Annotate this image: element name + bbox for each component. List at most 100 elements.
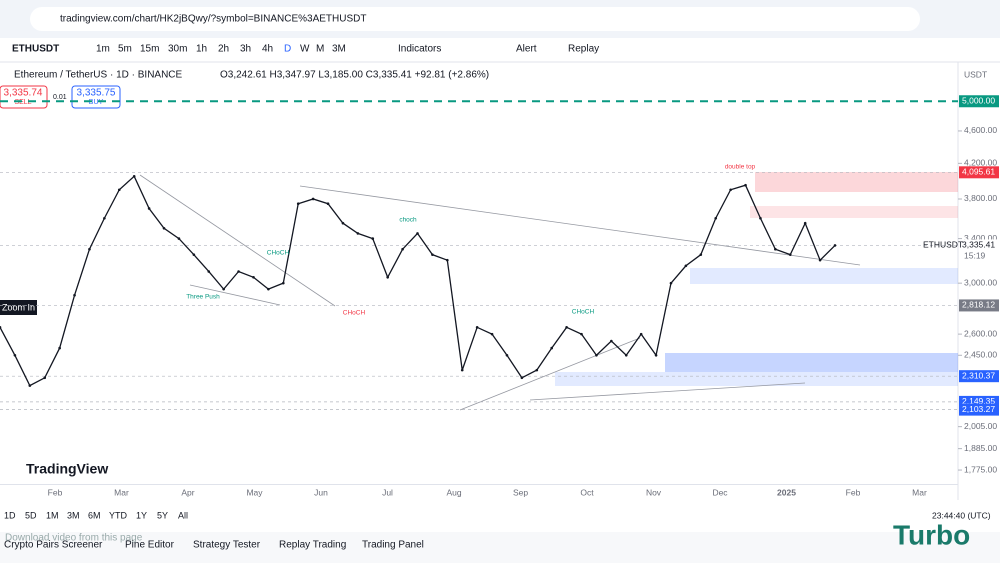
price-point bbox=[788, 253, 792, 256]
interval[interactable]: 1h bbox=[196, 44, 207, 55]
interval[interactable]: 2h bbox=[218, 44, 229, 55]
price-point bbox=[535, 368, 539, 372]
zoom-box[interactable] bbox=[0, 300, 37, 315]
interval[interactable]: 1m bbox=[96, 44, 110, 55]
watermark: Turbo bbox=[893, 519, 970, 550]
range-button[interactable]: YTD bbox=[109, 510, 128, 520]
bottom-tab[interactable]: Replay Trading bbox=[279, 540, 346, 551]
price-point bbox=[818, 258, 822, 262]
range-button[interactable]: 1D bbox=[4, 510, 16, 520]
trend-line bbox=[139, 174, 336, 307]
y-tick-label: 4,600.00 bbox=[964, 125, 997, 135]
bottom-tab[interactable]: Pine Editor bbox=[125, 540, 175, 551]
price-point bbox=[192, 253, 196, 256]
range-button[interactable]: All bbox=[178, 510, 188, 520]
annotation: CHoCH bbox=[343, 310, 366, 317]
range-button[interactable]: 3M bbox=[67, 510, 80, 520]
interval[interactable]: D bbox=[284, 44, 291, 55]
price-point bbox=[252, 275, 255, 279]
range-button[interactable]: 1Y bbox=[136, 510, 147, 520]
sell-price[interactable]: 3,335.74 bbox=[4, 88, 43, 99]
price-point bbox=[103, 216, 106, 220]
annotation: double top bbox=[725, 164, 756, 171]
price-point bbox=[416, 232, 419, 235]
price-point bbox=[654, 353, 658, 357]
y-tick-label: 2,600.00 bbox=[964, 328, 997, 338]
price-point bbox=[207, 270, 211, 273]
x-tick-label: Nov bbox=[646, 487, 662, 497]
overlay-text[interactable]: Download video from this page bbox=[5, 533, 143, 544]
price-point bbox=[431, 253, 434, 256]
price-point bbox=[43, 376, 47, 380]
time-axis-border bbox=[0, 484, 958, 485]
annotation: choch bbox=[399, 217, 417, 224]
interval[interactable]: 3M bbox=[332, 44, 346, 55]
price-point bbox=[296, 202, 300, 206]
sell-button[interactable] bbox=[0, 85, 48, 109]
bottom-tab[interactable]: Crypto Pairs Screener bbox=[4, 540, 103, 551]
buy-button[interactable] bbox=[71, 85, 121, 109]
price-point bbox=[759, 216, 762, 220]
price-point bbox=[610, 339, 613, 343]
bottom-tab[interactable]: Strategy Tester bbox=[193, 540, 261, 551]
price-point bbox=[282, 281, 285, 285]
price-tag-label: 3,335.41 bbox=[962, 240, 995, 250]
sell-label[interactable]: SELL bbox=[14, 99, 31, 106]
interval[interactable]: 5m bbox=[118, 44, 132, 55]
indicators[interactable]: Indicators bbox=[398, 44, 441, 55]
bottom-panel bbox=[0, 532, 1000, 563]
zone bbox=[750, 206, 958, 218]
url[interactable]: tradingview.com/chart/HK2jBQwy/?symbol=B… bbox=[60, 14, 366, 25]
price-point bbox=[326, 202, 330, 206]
price-point bbox=[744, 183, 747, 187]
price-point bbox=[267, 287, 270, 291]
x-tick-label: Jun bbox=[314, 487, 328, 497]
x-tick-label: Jul bbox=[382, 487, 393, 497]
interval[interactable]: 4h bbox=[262, 44, 273, 55]
price-point bbox=[147, 207, 151, 210]
buy-price[interactable]: 3,335.75 bbox=[77, 88, 116, 99]
interval[interactable]: 15m bbox=[140, 44, 159, 55]
interval[interactable]: W bbox=[300, 44, 310, 55]
range-button[interactable]: 6M bbox=[88, 510, 101, 520]
range-button[interactable]: 5Y bbox=[157, 510, 168, 520]
y-tick-label: 3,800.00 bbox=[964, 193, 997, 203]
zoom-in[interactable]: Zoom In bbox=[2, 302, 35, 312]
x-tick-label: Oct bbox=[580, 487, 594, 497]
trend-line bbox=[189, 284, 281, 306]
price-point bbox=[699, 253, 703, 256]
annotation: Three Push bbox=[186, 294, 220, 301]
price-point bbox=[580, 332, 583, 336]
url-box[interactable] bbox=[30, 7, 920, 31]
price-point bbox=[505, 353, 509, 357]
buy-label[interactable]: BUY bbox=[89, 99, 104, 106]
price-tag bbox=[959, 370, 999, 383]
replay[interactable]: Replay bbox=[568, 44, 599, 55]
interval[interactable]: 30m bbox=[168, 44, 187, 55]
interval[interactable]: 3h bbox=[240, 44, 251, 55]
price-point bbox=[117, 188, 121, 192]
bottom-tab[interactable]: Trading Panel bbox=[362, 540, 424, 551]
interval[interactable]: M bbox=[316, 44, 324, 55]
price-point bbox=[520, 376, 524, 380]
price-point bbox=[714, 216, 718, 220]
alert[interactable]: Alert bbox=[516, 44, 537, 55]
currency[interactable]: USDT bbox=[964, 69, 987, 79]
clock: 23:44:40 (UTC) bbox=[932, 510, 991, 520]
price-point bbox=[639, 332, 643, 336]
range-button[interactable]: 1M bbox=[46, 510, 59, 520]
y-tick-label: 2,005.00 bbox=[964, 421, 997, 431]
range-button[interactable]: 5D bbox=[25, 510, 37, 520]
symbol[interactable]: ETHUSDT bbox=[12, 44, 59, 55]
zone bbox=[665, 353, 958, 372]
x-tick-label: Feb bbox=[846, 487, 861, 497]
symbol-label: ETHUSDT bbox=[923, 240, 963, 250]
y-tick-label: 2,450.00 bbox=[964, 350, 997, 360]
x-tick-label: May bbox=[246, 487, 263, 497]
price-point bbox=[88, 247, 91, 251]
x-tick-label: Aug bbox=[446, 487, 461, 497]
price-point bbox=[177, 237, 181, 240]
spread: 0.01 bbox=[53, 94, 67, 101]
